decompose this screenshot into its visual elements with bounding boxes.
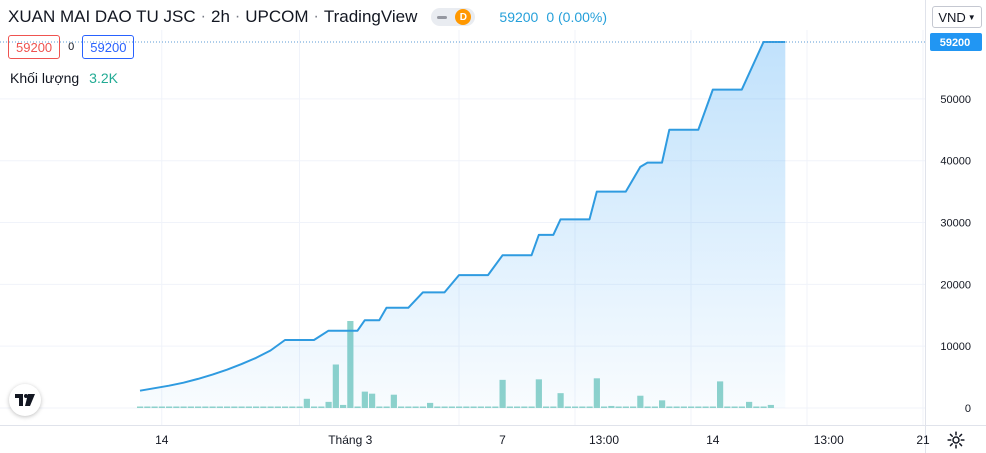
quote-row: 59200 0 59200 [8,35,135,59]
y-tick-label: 30000 [940,218,971,230]
buy-price-box[interactable]: 59200 [82,35,135,59]
x-tick-label: 14 [706,433,720,447]
sell-price-box[interactable]: 59200 [8,35,61,59]
last-price-label: 59200 [940,37,971,49]
y-tick-label: 50000 [940,94,971,106]
source-label: TradingView [323,7,418,26]
currency-selector[interactable]: VND ▼ [932,6,982,28]
y-tick-label: 40000 [940,156,971,168]
separator: · [200,8,206,25]
last-price: 59200 [499,9,539,25]
separator: · [234,8,241,25]
x-tick-label: 14 [155,433,169,447]
price-line [139,41,786,392]
interval-label[interactable]: 2h [210,7,230,26]
tradingview-logo-icon[interactable] [9,384,41,416]
gear-icon[interactable] [947,431,965,449]
x-tick-label: 13:00 [814,433,844,447]
last-price-badge [930,33,982,51]
y-tick-label: 10000 [940,341,971,353]
status-dash-icon [437,15,448,19]
x-tick-label: 21 [916,433,930,447]
separator: · [313,8,319,25]
volume-legend[interactable]: Khối lượng 3.2K [10,70,118,86]
currency-label: VND [938,9,966,25]
symbol-title[interactable]: XUAN MAI DAO TU JSC [8,7,196,26]
chart-header: XUAN MAI DAO TU JSC · 2h · UPCOM · Tradi… [8,6,607,28]
price-area [140,42,786,408]
x-tick-label: 13:00 [589,433,619,447]
y-tick-label: 0 [965,403,971,415]
volume-label: Khối lượng [10,70,80,86]
spread-value: 0 [68,41,75,53]
exchange-label: UPCOM [245,7,309,26]
chevron-down-icon: ▼ [967,12,976,22]
x-tick-label: Tháng 3 [328,433,372,447]
volume-value: 3.2K [89,70,118,86]
x-tick-label: 7 [499,433,506,447]
price-change: 0 (0.00%) [546,9,608,25]
market-status-pill[interactable]: D [431,8,476,26]
y-tick-label: 20000 [940,279,971,291]
status-badge: D [455,9,472,25]
